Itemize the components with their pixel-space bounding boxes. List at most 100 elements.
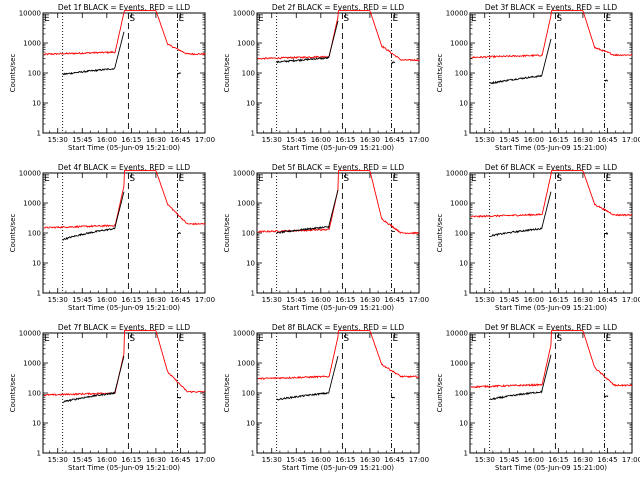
x-axis-label: Start Time (05-Jun-09 15:21:00) — [495, 304, 607, 312]
panel-title: Det 5f BLACK = Events, RED = LLD — [272, 163, 405, 172]
y-tick-label: 1 — [37, 130, 41, 138]
x-tick-label: 16:30 — [146, 136, 166, 144]
lld-series-line — [470, 330, 633, 389]
x-tick-label: 16:00 — [311, 136, 331, 144]
y-tick-label: 100 — [28, 70, 41, 78]
x-axis-label: Start Time (05-Jun-09 15:21:00) — [282, 464, 394, 472]
x-axis-label: Start Time (05-Jun-09 15:21:00) — [495, 144, 607, 152]
x-axis-label: Start Time (05-Jun-09 15:21:00) — [282, 144, 394, 152]
plot-frame — [469, 12, 633, 134]
y-tick-label: 100 — [455, 230, 468, 238]
events-series-line — [62, 191, 181, 241]
y-tick-label: 10 — [32, 420, 41, 428]
y-tick-label: 10 — [459, 260, 468, 268]
x-tick-label: 17:00 — [622, 456, 640, 464]
x-tick-label: 16:15 — [548, 296, 568, 304]
events-series-line — [489, 191, 609, 238]
y-tick-label: 10000 — [446, 10, 468, 18]
x-axis-label: Start Time (05-Jun-09 15:21:00) — [68, 304, 180, 312]
y-tick-label: 1 — [37, 450, 41, 458]
plot-frame — [256, 12, 420, 134]
time-marker-label: E — [44, 334, 50, 344]
x-tick-label: 17:00 — [409, 296, 429, 304]
time-marker-label: S — [556, 334, 562, 344]
y-tick-label: 1 — [464, 130, 468, 138]
time-marker-label: S — [129, 334, 135, 344]
x-tick-label: 16:30 — [360, 136, 380, 144]
time-marker-label: E — [179, 14, 185, 24]
panel-title: Det 1f BLACK = Events, RED = LLD — [58, 3, 191, 12]
panel-4: Det 4f BLACK = Events, RED = LLD 1 10 100 10… — [9, 163, 215, 312]
x-axis-label: Start Time (05-Jun-09 15:21:00) — [495, 464, 607, 472]
time-marker-label: S — [556, 14, 562, 24]
time-marker-label: E — [606, 14, 612, 24]
x-tick-label: 15:30 — [262, 136, 282, 144]
time-marker-label: S — [129, 14, 135, 24]
y-axis-label: Counts/sec — [223, 214, 231, 253]
events-series-line — [489, 38, 608, 85]
y-tick-label: 10 — [459, 420, 468, 428]
time-marker-label: E — [393, 14, 399, 24]
x-tick-label: 17:00 — [195, 296, 215, 304]
y-tick-label: 1 — [464, 450, 468, 458]
y-tick-label: 10 — [246, 260, 255, 268]
panel-title: Det 4f BLACK = Events, RED = LLD — [58, 163, 191, 172]
panel-3: Det 3f BLACK = Events, RED = LLD 1 10 100 10… — [436, 3, 640, 152]
panel-title: Det 7f BLACK = Events, RED = LLD — [58, 323, 191, 332]
x-tick-label: 16:00 — [97, 456, 117, 464]
x-tick-label: 16:45 — [597, 136, 617, 144]
y-tick-label: 100 — [455, 70, 468, 78]
events-series-line — [276, 355, 395, 401]
time-marker-label: E — [44, 14, 50, 24]
x-tick-label: 15:30 — [475, 136, 495, 144]
y-tick-label: 10000 — [19, 10, 41, 18]
y-tick-label: 1000 — [23, 200, 41, 208]
y-tick-label: 100 — [242, 70, 255, 78]
x-tick-label: 16:15 — [335, 136, 355, 144]
y-tick-label: 10 — [246, 100, 255, 108]
x-tick-label: 15:45 — [499, 136, 519, 144]
x-tick-label: 16:30 — [360, 456, 380, 464]
panel-title: Det 6f BLACK = Events, RED = LLD — [485, 163, 618, 172]
time-marker-label: E — [471, 174, 477, 184]
time-marker-label: E — [44, 174, 50, 184]
time-marker-label: E — [258, 14, 264, 24]
x-axis-label: Start Time (05-Jun-09 15:21:00) — [68, 144, 180, 152]
y-tick-label: 1 — [37, 290, 41, 298]
panel-1: Det 1f BLACK = Events, RED = LLD 1 10 100 10… — [9, 3, 215, 152]
events-series-line — [276, 20, 396, 65]
y-tick-label: 10 — [246, 420, 255, 428]
x-tick-label: 16:00 — [524, 136, 544, 144]
lld-series-line — [44, 330, 206, 397]
x-tick-label: 16:00 — [311, 456, 331, 464]
y-axis-label: Counts/sec — [9, 54, 17, 93]
plot-frame — [469, 172, 633, 294]
y-axis-label: Counts/sec — [223, 54, 231, 93]
time-marker-label: E — [258, 174, 264, 184]
lld-series-line — [257, 10, 420, 62]
x-tick-label: 16:45 — [597, 296, 617, 304]
x-tick-label: 16:00 — [311, 296, 331, 304]
panel-title: Det 3f BLACK = Events, RED = LLD — [485, 3, 618, 12]
x-tick-label: 16:45 — [170, 136, 190, 144]
time-marker-label: E — [471, 334, 477, 344]
x-tick-label: 16:45 — [384, 296, 404, 304]
x-tick-label: 16:00 — [97, 136, 117, 144]
x-tick-label: 15:45 — [499, 296, 519, 304]
x-tick-label: 16:45 — [384, 136, 404, 144]
y-tick-label: 1 — [251, 290, 255, 298]
time-marker-label: E — [179, 174, 185, 184]
y-tick-label: 10000 — [19, 330, 41, 338]
x-tick-label: 15:45 — [72, 296, 92, 304]
panel-9: Det 9f BLACK = Events, RED = LLD 1 10 100 10… — [436, 323, 640, 472]
x-tick-label: 15:45 — [72, 456, 92, 464]
lld-series-line — [257, 170, 420, 235]
panel-title: Det 8f BLACK = Events, RED = LLD — [272, 323, 405, 332]
x-tick-label: 15:45 — [286, 296, 306, 304]
time-marker-label: S — [343, 334, 349, 344]
x-tick-label: 16:30 — [573, 456, 593, 464]
lld-series-line — [257, 330, 420, 381]
events-series-line — [62, 31, 181, 76]
x-tick-label: 16:00 — [524, 296, 544, 304]
x-tick-label: 16:45 — [384, 456, 404, 464]
